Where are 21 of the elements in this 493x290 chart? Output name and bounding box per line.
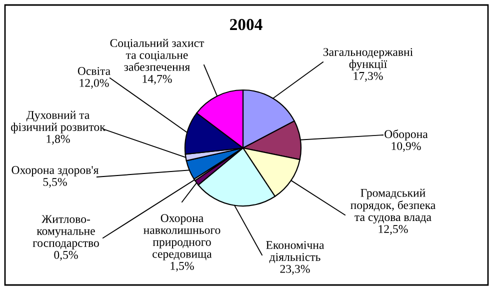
slice-label: Освіта bbox=[78, 67, 110, 75]
slice-label: Охорона навколишнього природного середовища bbox=[144, 214, 220, 260]
data-label: 23,3% bbox=[280, 264, 310, 275]
data-label: 12,0% bbox=[80, 78, 109, 89]
data-label: 1,5% bbox=[170, 262, 194, 272]
slice-label: Охорона здоров'я bbox=[12, 166, 99, 176]
data-label: 14,7% bbox=[142, 74, 172, 85]
data-label: 1,8% bbox=[46, 134, 70, 145]
chart-title: 2004 bbox=[230, 18, 262, 30]
data-label: 5,5% bbox=[43, 178, 67, 188]
data-label: 10,9% bbox=[392, 142, 421, 152]
data-label: 17,3% bbox=[354, 72, 383, 82]
slice-label: Духовний та фізичний розвиток bbox=[11, 110, 106, 134]
data-label: 0,5% bbox=[54, 250, 78, 261]
data-label: 12,5% bbox=[378, 225, 408, 235]
slice-label: Житлово- комунальне господарство bbox=[32, 215, 99, 250]
slice-label: Загальнодержавні функції bbox=[323, 48, 413, 70]
slice-label: Економічна діяльність bbox=[266, 241, 324, 264]
slice-label: Соціальний захист та соціальне забезпечення bbox=[110, 38, 204, 71]
slice-label: Оборона bbox=[384, 130, 428, 141]
slice-label: Громадський порядок, безпека та судова влада bbox=[350, 188, 436, 224]
